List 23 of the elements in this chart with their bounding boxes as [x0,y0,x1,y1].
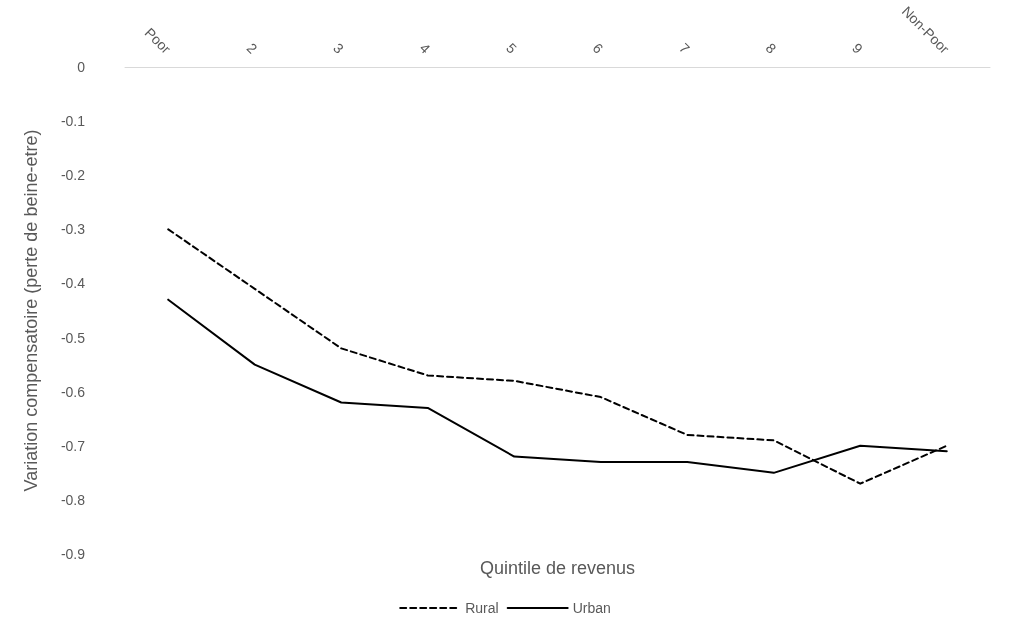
y-axis-title: Variation compensatoire (perte de beine-etre) [21,129,41,492]
legend-label: Urban [572,600,611,616]
x-tick-label: 9 [849,39,867,57]
x-tick-label: 6 [589,39,607,57]
y-tick-label: -0.8 [60,491,86,508]
y-tick-label: -0.5 [60,329,86,346]
line-series [167,228,948,485]
y-tick-label: -0.2 [60,167,86,184]
y-tick-label: 0 [77,59,86,75]
x-axis-title: Quintile de revenus [479,558,636,578]
y-tick-label: -0.9 [60,546,86,562]
x-tick-label: 7 [676,39,694,57]
x-tick-label: 4 [416,39,434,57]
x-tick-label: 3 [330,39,348,57]
x-tick-label: 2 [243,39,261,57]
y-tick-label: -0.4 [60,275,86,292]
x-tick-label: 5 [503,39,521,57]
y-tick-label: -0.3 [60,221,86,238]
x-tick-label: 8 [762,39,780,57]
legend-label: Rural [465,600,499,616]
y-tick-label: -0.6 [60,383,86,400]
y-tick-label: -0.7 [60,437,86,454]
y-tick-label: -0.1 [60,113,86,130]
